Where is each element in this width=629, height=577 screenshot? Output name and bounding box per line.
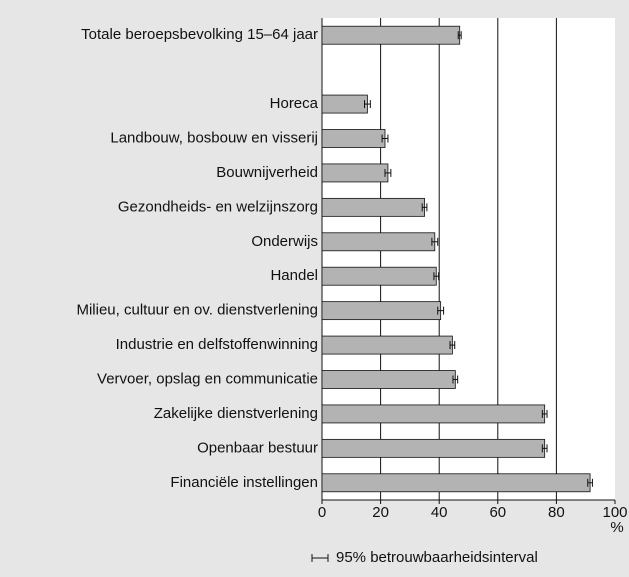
- y-tick-label: Financiële instellingen: [170, 474, 318, 491]
- y-tick-label: Onderwijs: [251, 233, 318, 250]
- y-tick-label: Milieu, cultuur en ov. dienstverlening: [76, 302, 318, 319]
- bar: [321, 129, 386, 148]
- y-tick-label: Handel: [270, 267, 318, 284]
- bar: [321, 335, 453, 355]
- y-tick-label: Vervoer, opslag en communicatie: [97, 370, 318, 387]
- y-tick-label: Bouwnijverheid: [216, 164, 318, 181]
- x-tick-label: 40: [431, 504, 448, 521]
- y-tick-label: Openbaar bestuur: [197, 439, 318, 456]
- bar: [321, 197, 425, 217]
- y-tick-label: Totale beroepsbevolking 15–64 jaar: [81, 26, 318, 43]
- x-tick-label: 100: [602, 504, 627, 521]
- x-tick-label: 20: [372, 504, 389, 521]
- x-tick-label: 0: [318, 504, 326, 521]
- bar: [321, 25, 461, 45]
- bar: [321, 404, 546, 424]
- bar: [321, 94, 368, 114]
- bar: [321, 370, 456, 389]
- legend-label: 95% betrouwbaarheidsinterval: [336, 549, 538, 566]
- y-tick-label: Industrie en delfstoffenwinning: [116, 336, 318, 353]
- bar: [321, 438, 546, 458]
- y-tick-label: Landbouw, bosbouw en visserij: [110, 129, 318, 146]
- x-tick-label: 80: [548, 504, 565, 521]
- x-axis-label: %: [610, 519, 623, 536]
- bar: [321, 301, 442, 321]
- y-tick-label: Horeca: [270, 95, 319, 112]
- x-tick-label: 60: [489, 504, 506, 521]
- y-tick-label: Zakelijke dienstverlening: [154, 405, 318, 422]
- plot-area: [322, 18, 615, 500]
- legend: 95% betrouwbaarheidsinterval: [311, 549, 538, 566]
- y-tick-label: Gezondheids- en welzijnszorg: [118, 198, 318, 215]
- bar: [321, 266, 437, 286]
- bar: [321, 232, 436, 252]
- bar: [321, 163, 389, 183]
- bar: [321, 473, 591, 493]
